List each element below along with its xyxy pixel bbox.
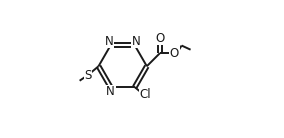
Text: N: N: [131, 35, 140, 48]
Text: O: O: [170, 47, 179, 60]
Text: Cl: Cl: [139, 88, 151, 101]
Text: N: N: [106, 85, 115, 98]
Text: S: S: [84, 69, 92, 82]
Text: N: N: [105, 35, 114, 48]
Text: O: O: [155, 32, 164, 45]
